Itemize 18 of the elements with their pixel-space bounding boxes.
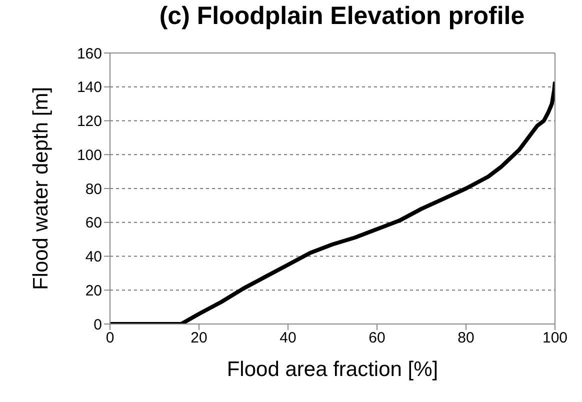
- y-tick-label: 60: [85, 214, 102, 232]
- y-tick-label: 20: [85, 282, 102, 300]
- x-tick-label: 20: [190, 330, 208, 347]
- chart-title: (c) Floodplain Elevation profile: [158, 2, 526, 31]
- x-tick-label: 80: [458, 330, 474, 347]
- y-tick-label: 80: [85, 180, 102, 198]
- x-tick-label: 40: [280, 330, 296, 347]
- y-tick-label: 100: [76, 146, 102, 164]
- x-tick-label: 100: [542, 330, 568, 347]
- y-tick-label: 40: [85, 248, 102, 266]
- y-tick-label: 0: [94, 316, 102, 334]
- x-tick-label: 0: [106, 330, 114, 347]
- x-axis-title: Flood area fraction [%]: [226, 358, 438, 381]
- y-tick-label: 120: [76, 113, 102, 130]
- y-axis-title: Flood water depth [m]: [29, 86, 52, 290]
- y-tick-label: 140: [76, 79, 102, 96]
- x-tick-label: 60: [368, 330, 386, 347]
- y-tick-label: 160: [76, 45, 102, 62]
